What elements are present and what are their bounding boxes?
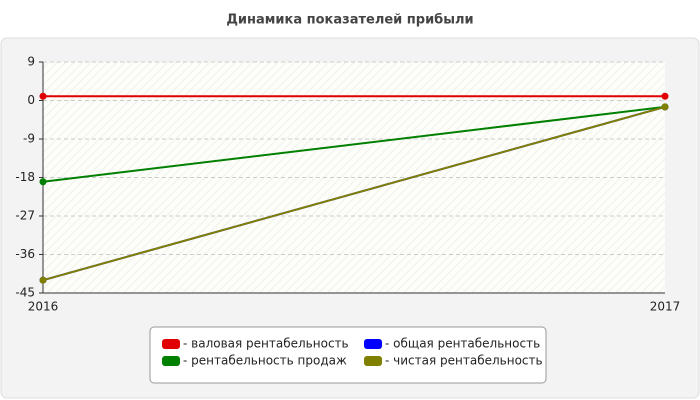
x-tick-label: 2017	[650, 300, 681, 314]
series-line	[42, 105, 666, 282]
legend-label: - рентабельность продаж	[183, 354, 347, 368]
legend-swatch	[162, 339, 180, 349]
y-tick-label: -18	[15, 170, 35, 184]
chart-title: Динамика показателей прибыли	[226, 13, 473, 28]
legend-label: - чистая рентабельность	[385, 354, 543, 368]
point	[661, 92, 669, 100]
y-tick-label: -36	[15, 247, 35, 261]
x-tick-label: 2016	[28, 300, 59, 314]
point	[661, 103, 669, 111]
y-tick-label: -9	[23, 132, 35, 146]
legend	[149, 326, 547, 384]
series-line	[42, 105, 666, 183]
legend-swatch	[162, 356, 180, 366]
legend-label: - валовая рентабельность	[183, 337, 349, 351]
point	[39, 178, 47, 186]
legend-swatch	[364, 356, 382, 366]
y-tick-label: -45	[15, 286, 35, 300]
point	[39, 92, 47, 100]
legend-label: - общая рентабельность	[385, 337, 540, 351]
y-tick-label: 9	[27, 55, 35, 69]
point	[39, 276, 47, 284]
legend-swatch	[364, 339, 382, 349]
y-tick-label: -27	[15, 209, 35, 223]
y-tick-label: 0	[27, 93, 35, 107]
